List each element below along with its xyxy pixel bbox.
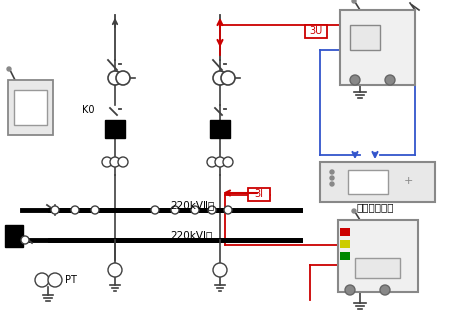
Text: +: + [403, 176, 413, 186]
Circle shape [35, 273, 49, 287]
Bar [340, 240, 350, 248]
Bar [338, 220, 418, 292]
Circle shape [330, 176, 334, 180]
Circle shape [191, 206, 199, 214]
Circle shape [345, 285, 355, 295]
Circle shape [221, 71, 235, 85]
Circle shape [380, 285, 390, 295]
Text: 220kVⅠ母: 220kVⅠ母 [170, 230, 212, 240]
Circle shape [116, 71, 130, 85]
Circle shape [71, 206, 79, 214]
Bar [320, 162, 435, 202]
Bar [340, 252, 350, 260]
Circle shape [215, 157, 225, 167]
Circle shape [118, 157, 128, 167]
Bar [8, 80, 53, 135]
Bar [248, 188, 270, 201]
Bar [105, 120, 125, 138]
Circle shape [91, 206, 99, 214]
Circle shape [223, 157, 233, 167]
Bar [355, 258, 400, 278]
Circle shape [110, 157, 120, 167]
Text: PT: PT [65, 275, 77, 285]
Text: 线路保护装置: 线路保护装置 [356, 202, 394, 212]
Text: 3U: 3U [310, 26, 323, 36]
Bar [305, 25, 327, 38]
Text: K0: K0 [82, 105, 95, 115]
Circle shape [213, 263, 227, 277]
Text: 3I: 3I [255, 189, 264, 199]
Bar [340, 10, 415, 85]
Circle shape [102, 157, 112, 167]
Bar [210, 120, 230, 138]
Circle shape [108, 71, 122, 85]
Circle shape [213, 71, 227, 85]
Circle shape [330, 170, 334, 174]
Circle shape [21, 236, 29, 244]
Circle shape [208, 206, 216, 214]
Circle shape [352, 0, 356, 3]
Bar [5, 225, 23, 247]
Circle shape [224, 206, 232, 214]
Bar [340, 228, 350, 236]
Circle shape [385, 75, 395, 85]
Circle shape [48, 273, 62, 287]
Circle shape [7, 67, 11, 71]
Circle shape [108, 263, 122, 277]
Circle shape [51, 206, 59, 214]
Circle shape [330, 182, 334, 186]
Circle shape [171, 206, 179, 214]
Circle shape [151, 206, 159, 214]
Text: 220kVⅡ母: 220kVⅡ母 [170, 200, 214, 210]
Bar [348, 170, 388, 194]
Circle shape [350, 75, 360, 85]
Circle shape [207, 157, 217, 167]
Bar [14, 90, 47, 125]
Bar [350, 25, 380, 50]
Circle shape [352, 209, 356, 213]
